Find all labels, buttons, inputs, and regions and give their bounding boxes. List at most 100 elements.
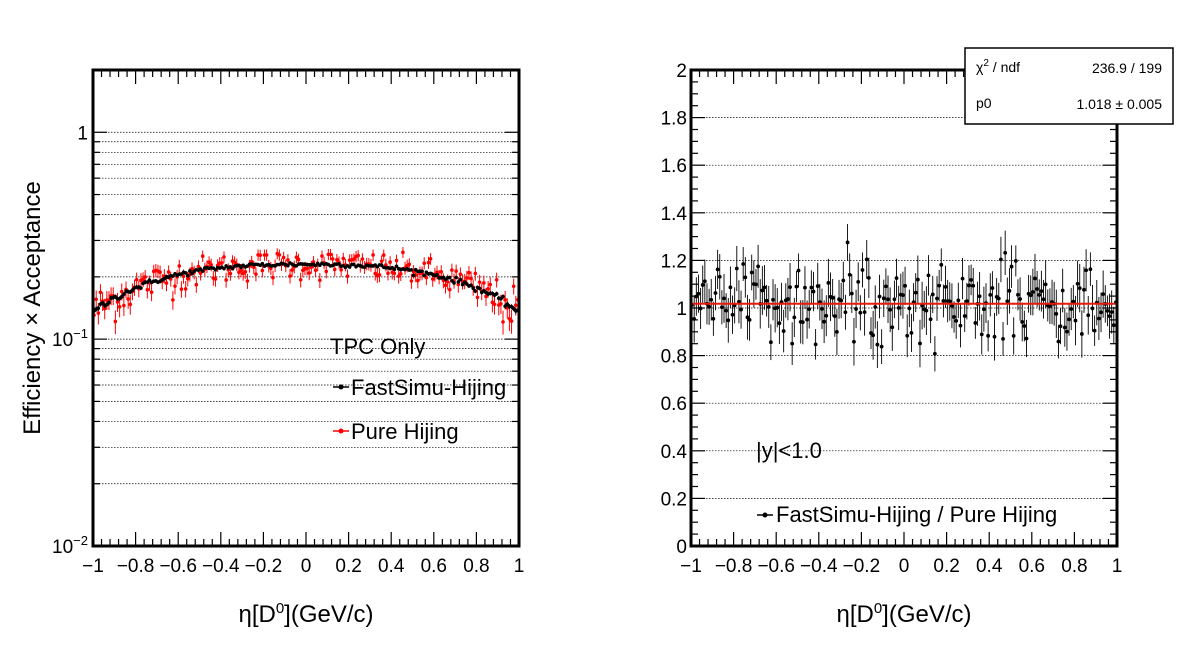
x-tick-label: −1 [680,556,702,577]
right-series-ratio [690,224,1118,372]
data-point [452,281,456,285]
data-point [409,268,414,272]
legend-entry-pure: Pure Hijing [333,419,459,444]
data-point [94,297,98,302]
data-point [918,341,922,346]
data-point [1041,297,1046,302]
x-tick-label: 0.6 [421,556,447,577]
data-point [881,296,886,301]
data-point [967,283,971,288]
data-point [228,271,233,276]
data-point [511,306,516,311]
data-point [339,268,343,272]
data-point [894,276,899,281]
data-point [473,289,478,293]
data-point [969,277,973,282]
data-point [392,271,397,276]
data-point [747,317,752,322]
data-point [220,261,224,265]
data-point [332,267,337,272]
x-tick-label: −0.2 [245,556,283,577]
data-point [764,298,769,303]
data-point [209,262,214,267]
data-point [1011,334,1016,338]
y-tick-label: 10−1 [52,326,88,351]
data-point [422,261,427,266]
y-tick-label: 0.6 [661,394,687,415]
data-point [477,286,482,291]
data-point [950,303,954,308]
data-point [743,275,748,280]
data-point [494,291,499,296]
data-point [309,265,314,269]
x-tick-label: −0.6 [159,556,197,577]
left-axis-ticks [92,69,520,547]
data-point [290,268,294,272]
data-point [1065,329,1069,334]
data-point [996,296,1001,301]
y-tick-label: 2 [676,61,687,82]
data-point [1073,318,1078,323]
data-point [277,253,282,257]
data-point [775,305,780,310]
data-point [166,270,171,274]
data-point [1005,299,1010,304]
data-point [200,269,205,273]
data-point [883,284,888,289]
data-point [1024,336,1029,341]
data-point [1058,324,1063,329]
data-point [158,270,162,274]
data-point [786,297,790,301]
data-point [264,253,269,257]
data-point [222,266,226,271]
data-point [509,319,514,323]
data-point [749,270,754,275]
data-point [1020,320,1025,324]
data-point [905,333,910,338]
data-point [741,262,746,266]
data-point [915,277,920,282]
data-point [281,255,286,260]
data-point [230,266,235,271]
data-point [913,290,918,295]
data-point [860,268,865,272]
data-point [411,273,416,278]
data-point [790,341,795,346]
data-point [494,277,499,282]
x-tick-label: 0.8 [463,556,489,577]
right-annotation: |y|<1.0 [756,438,822,463]
data-point [420,269,424,273]
data-point [1071,299,1076,304]
data-point [171,298,175,302]
data-point [1096,316,1101,321]
data-point [213,268,218,272]
right-y-tick-labels: 0 0.2 0.4 0.6 0.8 1 1.2 1.4 1.6 1.8 2 [661,61,688,558]
data-point [766,304,771,309]
data-point [1090,306,1095,311]
data-point [1037,293,1042,297]
data-point [792,315,797,320]
data-point [119,289,124,294]
data-point [700,283,705,287]
data-point [805,317,809,322]
data-point [973,321,978,325]
data-point [394,264,399,269]
data-point [139,286,143,290]
data-point [956,298,961,303]
data-point [313,268,318,272]
data-point [488,282,493,287]
y-tick-label: 1 [77,123,88,144]
data-point [862,310,867,315]
y-tick-label: 1.4 [661,204,688,225]
data-point [484,294,488,299]
data-point [849,291,854,296]
x-tick-label: 0.8 [1061,556,1087,577]
data-point [824,313,829,318]
data-point [707,304,712,309]
data-point [294,255,299,259]
data-point [835,330,839,334]
data-point [271,275,275,280]
data-point [999,257,1003,262]
x-tick-label: −0.8 [117,556,155,577]
data-point [843,310,848,315]
